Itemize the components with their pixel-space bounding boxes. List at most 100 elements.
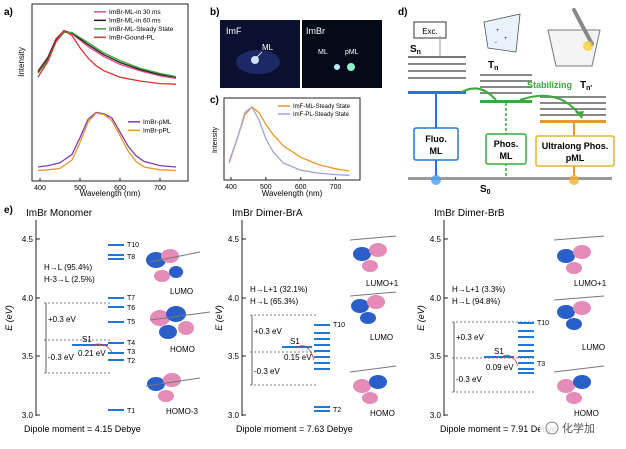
a-top-legend-entry-2: ImBr-ML-Steady State <box>109 26 174 33</box>
dimera-transition-2: H→L (65.3%) <box>250 297 299 306</box>
panel-a: a) Intensity Wavelength (nm) 400 500 600 70… <box>4 3 189 198</box>
svg-text:3.0: 3.0 <box>228 411 240 420</box>
c-tick-label-1: 500 <box>260 184 272 191</box>
photo-imbr <box>302 20 382 88</box>
svg-text:3.5: 3.5 <box>430 352 442 361</box>
phos-line2: ML <box>500 151 513 161</box>
svg-text:4.0: 4.0 <box>22 294 34 303</box>
crystal-plus-1: + <box>496 28 500 34</box>
dimera-lumo-label: LUMO <box>370 333 393 342</box>
svg-text:4.0: 4.0 <box>228 294 240 303</box>
panel-d: d) Exc. + + − Sn Tn St <box>398 7 615 196</box>
phos-line1: Phos. <box>494 139 519 149</box>
ultralong-box <box>535 135 615 167</box>
panel-d-label: d) <box>398 7 407 18</box>
panel-a-label: a) <box>4 7 13 18</box>
dimera-transition-1: H→L+1 (32.1%) <box>250 285 308 294</box>
svg-text:T3: T3 <box>537 361 545 368</box>
photo-imbr-ml-glow <box>334 64 340 70</box>
panel-c: c) Intensity Wavelength (nm) 400 500 600 70… <box>210 95 361 198</box>
dimera-lumo-orbital <box>349 291 397 324</box>
dimerb-lumo-label: LUMO <box>582 343 605 352</box>
svg-text:T10: T10 <box>127 242 139 249</box>
exc-box <box>413 21 447 39</box>
monomer-title: ImBr Monomer <box>26 208 93 219</box>
svg-text:T3: T3 <box>127 349 135 356</box>
photo-imf-glow <box>251 56 259 64</box>
panel-e-label: e) <box>4 205 13 216</box>
panel-c-plot <box>228 105 350 176</box>
panel-a-xticks: 400 500 600 700 <box>34 178 166 192</box>
panel-c-xlabel: Wavelength (nm) <box>262 189 323 198</box>
dimera-dipole: Dipole moment = 7.63 Debye <box>236 424 353 434</box>
monomer-homo-label: HOMO <box>170 345 195 354</box>
dimerb-isc-arrows <box>499 354 519 367</box>
a-top-legend-entry-1: ImBr-ML-in 60 ms <box>109 18 161 25</box>
a-top-legend-entry-3: ImBr-Gound-PL <box>109 35 155 42</box>
isc-arrow <box>461 87 497 101</box>
panel-e: e) ImBr Monomer E (eV) 3.0 3.5 4.0 4.5 H… <box>4 205 624 438</box>
photo-imf-ml: ML <box>262 43 274 52</box>
a-tick-label-0: 400 <box>34 185 46 192</box>
e-dimer-b: ImBr Dimer-BrB E (eV) 3.0 3.5 4.0 4.5 H→… <box>416 208 624 438</box>
fluo-line2: ML <box>430 146 443 156</box>
crystal-plus-2: + <box>504 36 508 42</box>
svg-text:T1: T1 <box>127 408 135 415</box>
dimerb-homo-label: HOMO <box>574 409 599 418</box>
watermark-icon <box>545 421 559 435</box>
a-bot-legend-entry-0: ImBr-pML <box>143 119 172 126</box>
monomer-transition-1: H→L (95.4%) <box>44 263 93 272</box>
panel-c-legend: ImF-ML-Steady State ImF-PL-Steady State <box>278 104 351 118</box>
dimerb-t-labels: T10 T3 <box>537 320 549 368</box>
dimerb-homo-orbital <box>553 365 605 404</box>
svg-text:T2: T2 <box>333 407 341 414</box>
monomer-dipole: Dipole moment = 4.15 Debye <box>24 424 141 434</box>
phos-box <box>485 133 527 165</box>
monomer-homo-orbital <box>149 306 211 339</box>
monomer-t-levels <box>108 244 124 411</box>
a-tick-label-1: 500 <box>74 185 86 192</box>
monomer-dashed-guides <box>44 302 112 374</box>
watermark-bg <box>540 418 624 438</box>
svg-text:T2: T2 <box>127 358 135 365</box>
s0-level <box>408 177 612 180</box>
c-series-1 <box>228 105 350 176</box>
dimera-lumo1-orbital <box>349 235 397 272</box>
dimerb-gap: 0.09 eV <box>486 363 514 372</box>
monomer-lumo-orbital <box>146 249 201 282</box>
e-dimer-a: ImBr Dimer-BrA E (eV) 3.0 3.5 4.0 4.5 H→… <box>214 208 399 434</box>
crystal-schematic <box>483 13 521 53</box>
crystal-minus: − <box>494 40 498 46</box>
tn-prime-label: Tn' <box>580 80 592 92</box>
photo-imf-title: ImF <box>226 26 242 36</box>
c-tick-label-0: 400 <box>225 184 237 191</box>
svg-text:T7: T7 <box>127 295 135 302</box>
fluo-line1: Fluo. <box>425 134 447 144</box>
dimerb-yticks: 3.0 3.5 4.0 4.5 <box>430 235 448 420</box>
dimera-isc-arrows <box>295 345 315 361</box>
svg-text:3.0: 3.0 <box>430 411 442 420</box>
a-bot-series-1 <box>37 112 177 172</box>
monomer-homo3-orbital <box>145 373 201 402</box>
panel-a-bottom-plot <box>37 111 177 172</box>
svg-text:T10: T10 <box>333 322 345 329</box>
dimerb-t-levels <box>518 322 534 374</box>
svg-text:T10: T10 <box>537 320 549 327</box>
panel-c-label: c) <box>210 95 219 106</box>
pml-burst <box>569 175 579 185</box>
a-tick-label-3: 700 <box>154 185 166 192</box>
dimera-homo-orbital <box>349 365 397 404</box>
stabilizing-label: Stabilizing <box>527 80 572 90</box>
svg-text:T4: T4 <box>127 340 135 347</box>
c-tick-label-3: 700 <box>330 184 342 191</box>
monomer-transition-2: H-3→L (2.5%) <box>44 275 95 284</box>
dimerb-minus03: -0.3 eV <box>456 375 482 384</box>
c-legend-entry-1: ImF-PL-Steady State <box>293 112 350 118</box>
dimerb-title: ImBr Dimer-BrB <box>434 208 505 219</box>
c-legend-entry-0: ImF-ML-Steady State <box>293 104 351 110</box>
panel-a-bottom-legend: ImBr-pML ImBr-pPL <box>128 119 172 135</box>
stabilizing-arrowhead <box>575 111 584 118</box>
pestle-icon <box>572 8 594 46</box>
dimera-gap: 0.15 eV <box>284 353 312 362</box>
tn-prime-levels <box>540 96 606 123</box>
